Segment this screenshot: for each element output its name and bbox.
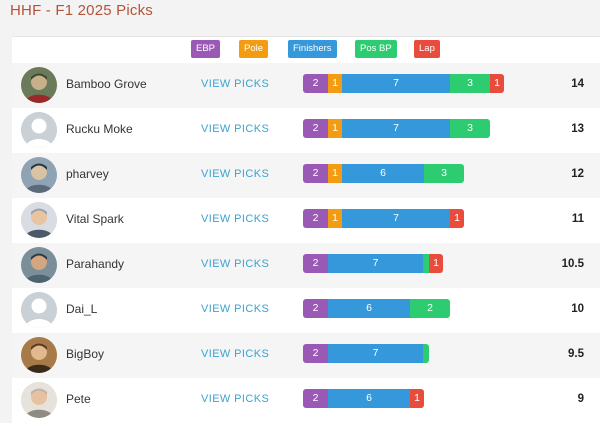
segment-ebp: 2	[303, 209, 328, 228]
total-score: 10.5	[561, 258, 584, 270]
segment-ebp: 2	[303, 299, 328, 318]
legend-finishers: Finishers	[288, 40, 337, 58]
leaderboard-row: Parahandy VIEW PICKS 2 7 1 10.5	[12, 243, 600, 288]
avatar	[21, 157, 57, 193]
legend-pos-bp: Pos BP	[355, 40, 397, 58]
leaderboard-row: BigBoy VIEW PICKS 2 7 9.5	[12, 333, 600, 378]
page-title: HHF - F1 2025 Picks	[10, 2, 154, 19]
view-picks-link[interactable]: VIEW PICKS	[201, 213, 270, 225]
total-score: 9.5	[568, 348, 584, 360]
segment-finishers: 6	[328, 389, 410, 408]
player-name: Parahandy	[66, 257, 125, 271]
segment-finishers: 7	[342, 119, 450, 138]
view-picks-link[interactable]: VIEW PICKS	[201, 393, 270, 405]
avatar	[21, 247, 57, 283]
avatar	[21, 382, 57, 418]
segment-pos-bp: 3	[424, 164, 464, 183]
segment-finishers: 7	[328, 344, 423, 363]
segment-pole: 1	[328, 209, 342, 228]
total-score: 14	[571, 78, 584, 90]
total-score: 11	[571, 213, 584, 225]
leaderboard-row: Rucku Moke VIEW PICKS 2 1 7 3 13	[12, 108, 600, 153]
view-picks-link[interactable]: VIEW PICKS	[201, 303, 270, 315]
legend-lap: Lap	[414, 40, 440, 58]
view-picks-link[interactable]: VIEW PICKS	[201, 123, 270, 135]
segment-lap: 1	[410, 389, 424, 408]
total-score: 10	[571, 303, 584, 315]
segment-finishers: 7	[328, 254, 423, 273]
view-picks-link[interactable]: VIEW PICKS	[201, 348, 270, 360]
player-name: Vital Spark	[66, 212, 124, 226]
total-score: 13	[571, 123, 584, 135]
segment-pos-bp: 3	[450, 74, 490, 93]
legend-ebp: EBP	[191, 40, 221, 58]
player-name: BigBoy	[66, 347, 105, 361]
segment-finishers: 7	[342, 74, 450, 93]
avatar	[21, 67, 57, 103]
leaderboard-row: Pete VIEW PICKS 2 6 1 9	[12, 378, 600, 423]
segment-ebp: 2	[303, 254, 328, 273]
leaderboard-row: Vital Spark VIEW PICKS 2 1 7 1 11	[12, 198, 600, 243]
player-name: Rucku Moke	[66, 122, 133, 136]
view-picks-link[interactable]: VIEW PICKS	[201, 258, 270, 270]
total-score: 9	[577, 393, 584, 405]
segment-lap: 1	[429, 254, 443, 273]
segment-ebp: 2	[303, 389, 328, 408]
leaderboard-row: Dai_L VIEW PICKS 2 6 2 10	[12, 288, 600, 333]
default-user-icon	[21, 112, 57, 148]
segment-finishers: 6	[328, 299, 410, 318]
score-legend: EBP Pole Finishers Pos BP Lap	[0, 40, 600, 60]
segment-lap: 1	[450, 209, 464, 228]
total-score: 12	[571, 168, 584, 180]
segment-pole: 1	[328, 74, 342, 93]
view-picks-link[interactable]: VIEW PICKS	[201, 168, 270, 180]
segment-pos-bp	[423, 344, 429, 363]
view-picks-link[interactable]: VIEW PICKS	[201, 78, 270, 90]
player-name: Bamboo Grove	[66, 77, 147, 91]
default-user-icon	[21, 292, 57, 328]
legend-pole: Pole	[239, 40, 269, 58]
player-name: Dai_L	[66, 302, 98, 316]
segment-ebp: 2	[303, 344, 328, 363]
segment-pos-bp: 2	[410, 299, 450, 318]
segment-pos-bp: 3	[450, 119, 490, 138]
leaderboard-row: pharvey VIEW PICKS 2 1 6 3 12	[12, 153, 600, 198]
segment-lap: 1	[490, 74, 504, 93]
segment-pole: 1	[328, 164, 342, 183]
segment-pos-bp	[423, 254, 429, 273]
segment-finishers: 7	[342, 209, 450, 228]
player-name: Pete	[66, 392, 91, 406]
avatar	[21, 337, 57, 373]
segment-ebp: 2	[303, 74, 328, 93]
player-name: pharvey	[66, 167, 109, 181]
segment-finishers: 6	[342, 164, 424, 183]
avatar	[21, 202, 57, 238]
segment-pole: 1	[328, 119, 342, 138]
segment-ebp: 2	[303, 164, 328, 183]
segment-ebp: 2	[303, 119, 328, 138]
leaderboard-row: Bamboo Grove VIEW PICKS 2 1 7 3 1 14	[12, 63, 600, 108]
